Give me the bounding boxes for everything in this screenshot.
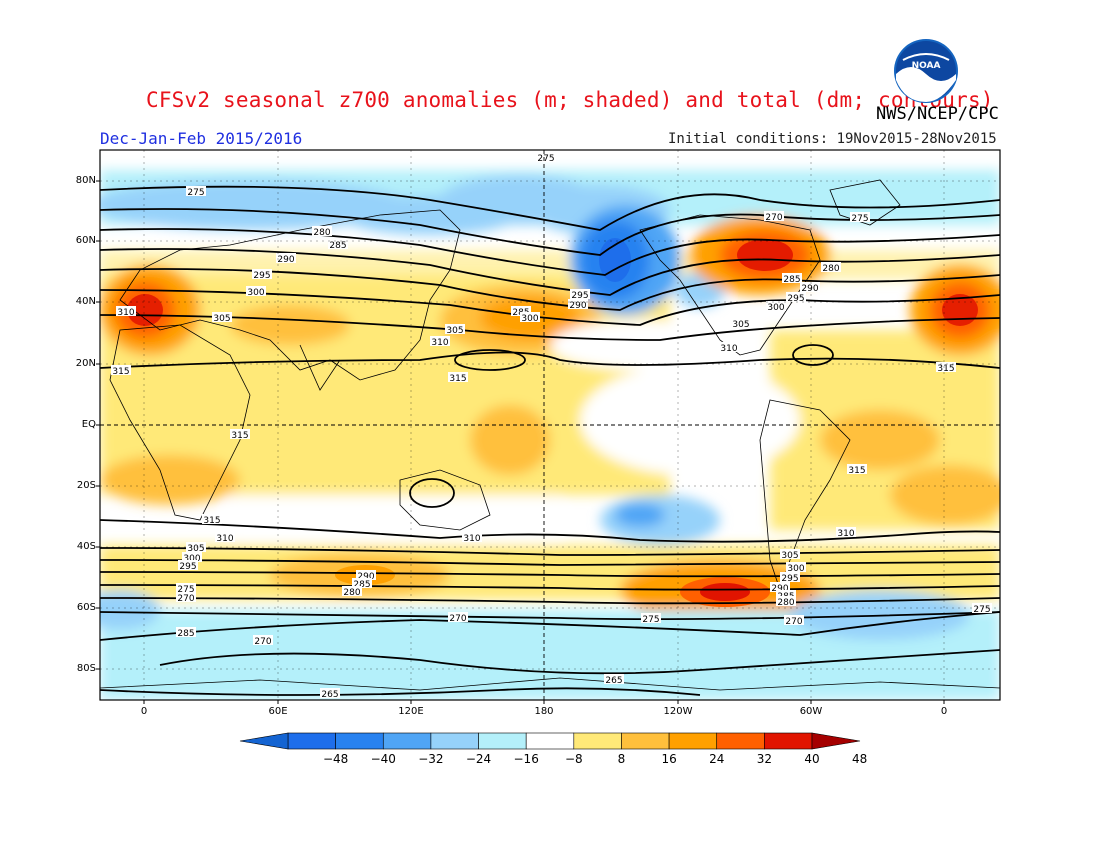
lon-label-180: 180 [534, 706, 554, 717]
lon-label-0-west: 0 [140, 706, 148, 717]
lon-label-0-east: 0 [940, 706, 948, 717]
colorbar-label: −40 [370, 752, 396, 766]
colorbar-label: 48 [851, 752, 868, 766]
contour-label: 310 [463, 534, 480, 544]
contour-label: 270 [254, 637, 271, 647]
colorbar-label: −48 [322, 752, 349, 766]
contour-label: 275 [851, 214, 868, 224]
contour-label: 310 [216, 534, 233, 544]
agency-label: NWS/NCEP/CPC [876, 104, 999, 124]
contour-label: 285 [353, 580, 370, 590]
contour-label: 270 [785, 617, 802, 627]
colorbar-label: −32 [418, 752, 444, 766]
contour-label: 290 [771, 584, 788, 594]
contour-label: 275 [177, 585, 194, 595]
contour-label: 280 [822, 264, 839, 274]
lat-label-40n: 40N [75, 296, 96, 307]
contour-label: 310 [720, 344, 737, 354]
noaa-logo-icon: NOAA [894, 39, 958, 103]
colorbar-label: 32 [756, 752, 772, 766]
colorbar-label: 16 [661, 752, 677, 766]
contour-label: 265 [321, 690, 338, 700]
contour-label: 300 [183, 554, 200, 564]
contour-label: 290 [801, 284, 818, 294]
lat-label-20n: 20N [75, 358, 96, 369]
contour-label: 295 [571, 291, 588, 301]
contour-label: 300 [787, 564, 804, 574]
contour-label: 295 [179, 562, 196, 572]
contour-label: 280 [777, 598, 794, 608]
lon-label-120e: 120E [398, 706, 424, 717]
contour-label: 300 [521, 314, 538, 324]
contour-label: 280 [343, 588, 360, 598]
contour-label: 280 [313, 228, 330, 238]
lat-label-60s: 60S [76, 602, 96, 613]
contour-label: 305 [781, 551, 798, 561]
contour-label: 315 [937, 364, 954, 374]
colorbar-label: 8 [617, 752, 626, 766]
contour-label: 275 [537, 154, 554, 164]
initial-conditions-label: Initial conditions: 19Nov2015-28Nov2015 [668, 131, 997, 147]
lat-label-60n: 60N [75, 235, 96, 246]
lat-label-80n: 80N [75, 175, 96, 186]
contour-label: 275 [642, 615, 659, 625]
season-label: Dec-Jan-Feb 2015/2016 [100, 129, 303, 148]
lat-label-eq: EQ [81, 419, 96, 430]
contour-label: 275 [973, 605, 990, 615]
contour-label: 315 [231, 431, 248, 441]
contour-label: 285 [329, 241, 346, 251]
lat-label-80s: 80S [76, 663, 96, 674]
contour-label: 300 [767, 303, 784, 313]
contour-label: 310 [431, 338, 448, 348]
contour-label: 285 [783, 275, 800, 285]
contour-label: 315 [203, 516, 220, 526]
colorbar-label: −24 [465, 752, 492, 766]
contour-label: 310 [837, 529, 854, 539]
contour-label: 315 [848, 466, 865, 476]
contour-label: 295 [787, 294, 804, 304]
contour-label: 305 [187, 544, 204, 554]
lon-label-60e: 60E [268, 706, 288, 717]
contour-label: 290 [277, 255, 294, 265]
contour-label: 315 [449, 374, 466, 384]
contour-label: 290 [357, 572, 374, 582]
contour-label: 270 [449, 614, 466, 624]
contour-label: 310 [117, 308, 134, 318]
contour-label: 295 [781, 574, 798, 584]
lon-label-120w: 120W [663, 706, 693, 717]
chart-title: CFSv2 seasonal z700 anomalies (m; shaded… [146, 88, 994, 112]
contour-label: 275 [187, 188, 204, 198]
colorbar-label: −8 [564, 752, 583, 766]
contour-label: 305 [732, 320, 749, 330]
contour-label: 295 [253, 271, 270, 281]
lat-label-20s: 20S [76, 480, 96, 491]
contour-label: 300 [247, 288, 264, 298]
lon-label-60w: 60W [799, 706, 823, 717]
colorbar-label: 24 [709, 752, 725, 766]
colorbar-label: 40 [804, 752, 820, 766]
contour-label: 285 [177, 629, 194, 639]
contour-label: 305 [213, 314, 230, 324]
contour-label: 270 [765, 213, 782, 223]
contour-label: 265 [605, 676, 622, 686]
contour-label: 290 [569, 301, 586, 311]
lat-label-40s: 40S [76, 541, 96, 552]
noaa-logo-text: NOAA [912, 61, 941, 71]
colorbar-label: −16 [513, 752, 539, 766]
contour-label: 270 [177, 594, 194, 604]
contour-label: 315 [112, 367, 129, 377]
contour-label: 305 [446, 326, 463, 336]
